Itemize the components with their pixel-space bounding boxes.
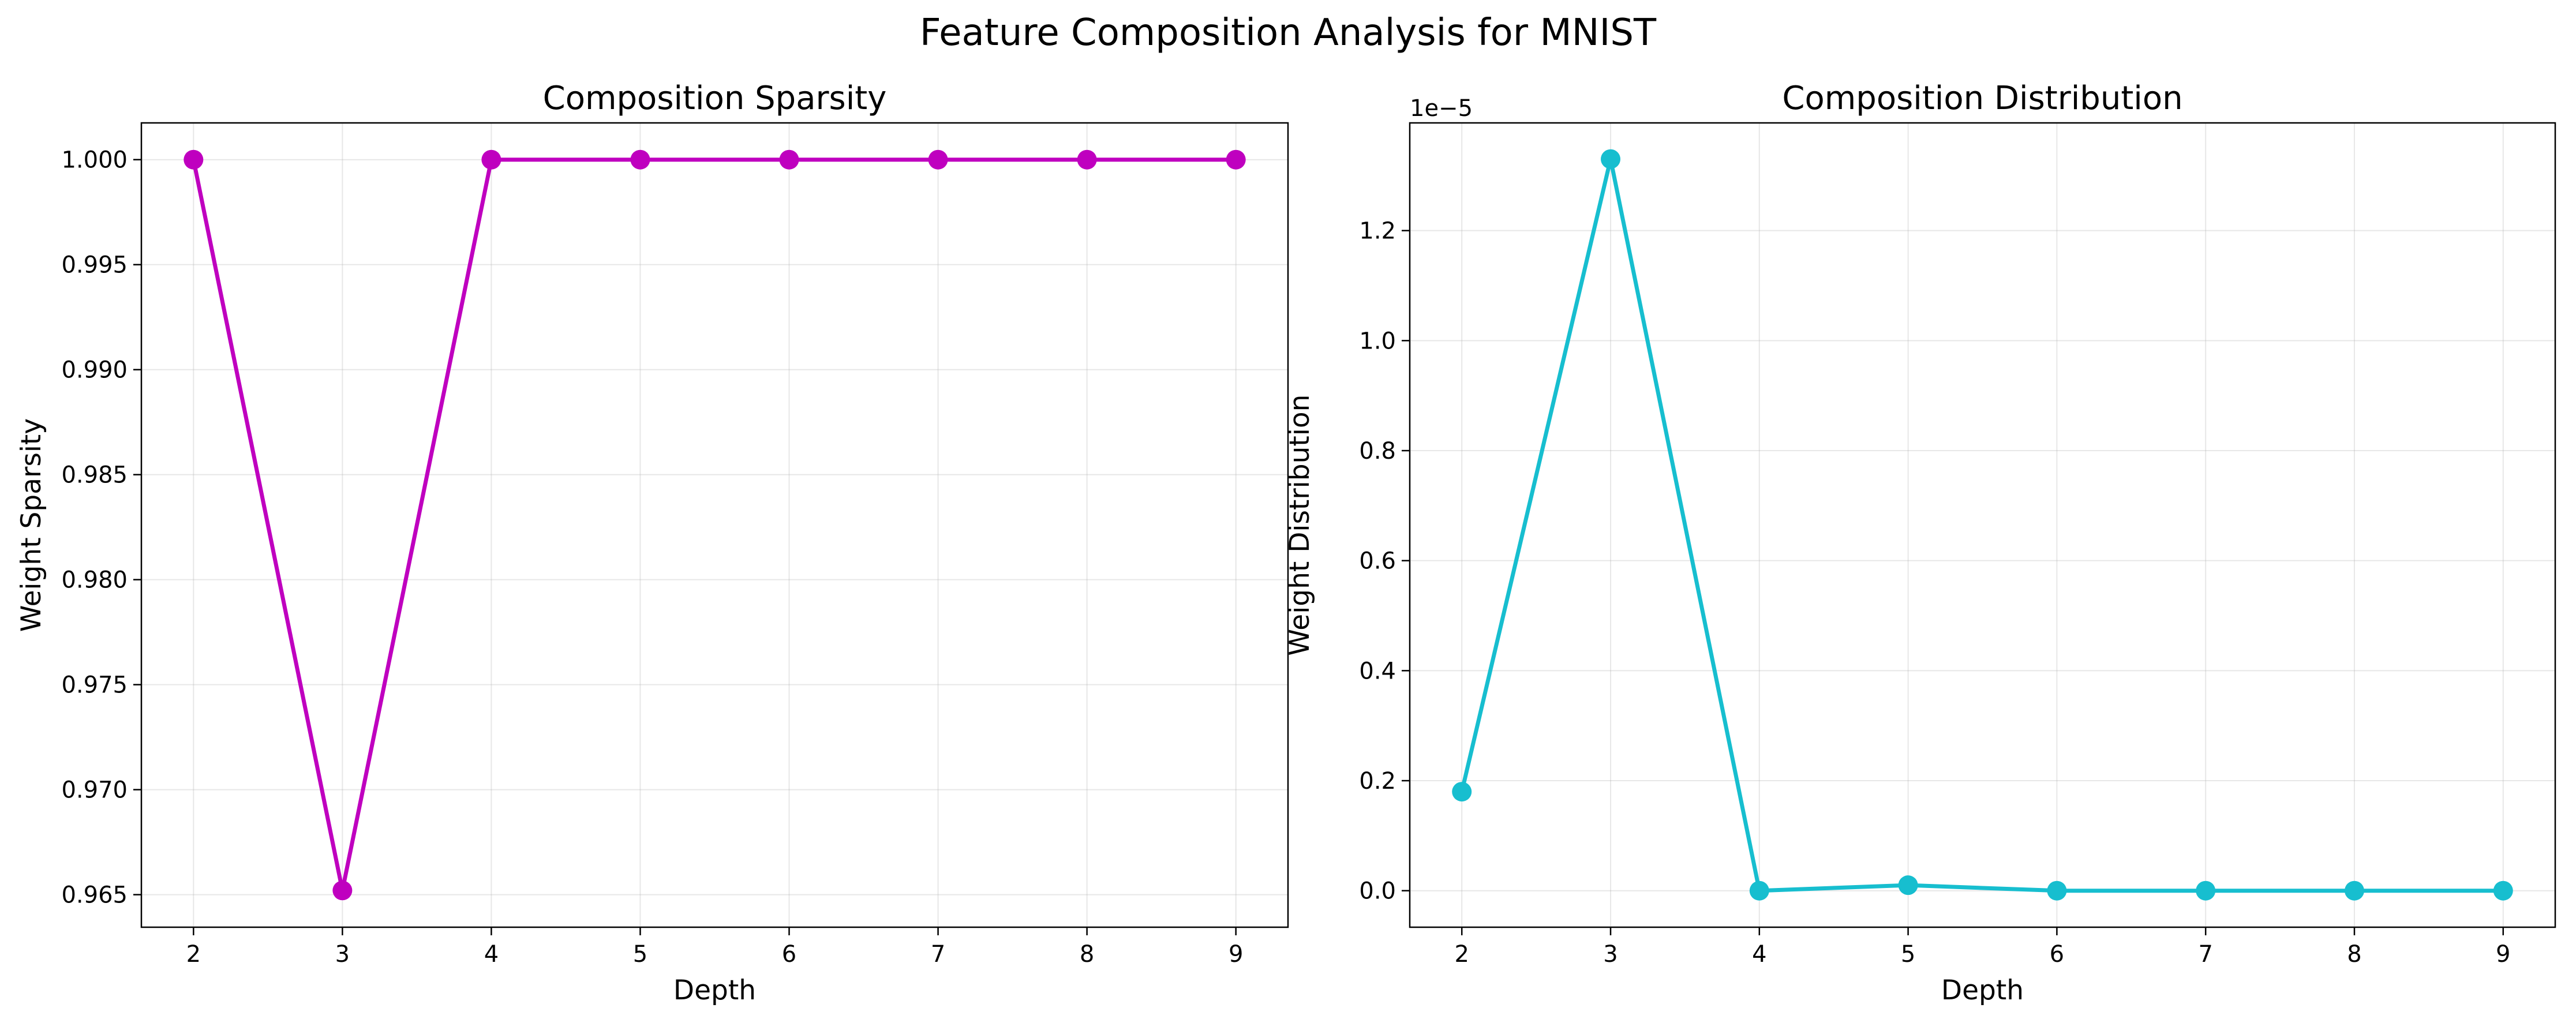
x-tick-label: 6: [2050, 941, 2064, 968]
y-tick-label: 0.0: [1359, 878, 1396, 905]
y-offset-label: 1e−5: [1410, 95, 1473, 122]
x-tick-label: 2: [1455, 941, 1469, 968]
data-point: [1226, 150, 1246, 170]
data-point: [630, 150, 650, 170]
x-tick-label: 8: [1080, 941, 1094, 968]
figure-title: Feature Composition Analysis for MNIST: [920, 12, 1657, 54]
y-tick-label: 0.970: [61, 777, 128, 804]
y-tick-label: 1.0: [1359, 328, 1396, 354]
data-point: [928, 150, 948, 170]
axes-frame: [1410, 123, 2555, 927]
y-axis-label: Weight Distribution: [1284, 395, 1316, 656]
x-tick-label: 9: [2496, 941, 2510, 968]
data-point: [2047, 881, 2066, 901]
y-axis-label: Weight Sparsity: [16, 418, 47, 632]
x-tick-label: 6: [782, 941, 796, 968]
axes-title: Composition Distribution: [1782, 80, 2182, 117]
y-tick-label: 0.2: [1359, 768, 1396, 795]
x-axis-label: Depth: [1941, 975, 2024, 1006]
data-point: [2493, 881, 2513, 901]
data-point: [780, 150, 799, 170]
sparsity-panel: 2 3 4 5 6 7 8 9 0.965 0.970 0.975 0.980 0.985 0.990 0.…: [16, 80, 1288, 1006]
data-point: [184, 150, 203, 170]
data-point: [1601, 149, 1620, 169]
y-tick-label: 0.8: [1359, 438, 1396, 464]
data-point: [1452, 782, 1472, 801]
y-tick-label: 1.2: [1359, 218, 1396, 245]
data-point: [332, 880, 352, 900]
distribution-panel: 2 3 4 5 6 7 8 9 0.0 0.2 0.4 0.6 0.8 1.0 1.2 Composition…: [1284, 80, 2555, 1006]
data-point: [1750, 881, 1769, 901]
y-tick-label: 0.995: [61, 252, 128, 279]
y-tick-label: 0.4: [1359, 658, 1396, 684]
x-tick-label: 2: [186, 941, 201, 968]
x-tick-label: 8: [2347, 941, 2361, 968]
x-tick-label: 3: [1603, 941, 1618, 968]
x-tick-label: 5: [1901, 941, 1915, 968]
y-tick-label: 0.975: [61, 672, 128, 699]
x-tick-label: 4: [1752, 941, 1766, 968]
y-tick-label: 0.6: [1359, 548, 1396, 575]
y-tick-label: 0.990: [61, 357, 128, 384]
data-point: [2345, 881, 2364, 901]
x-tick-label: 3: [335, 941, 350, 968]
x-tick-label: 9: [1229, 941, 1243, 968]
series-line: [193, 160, 1235, 891]
data-point: [1077, 150, 1097, 170]
data-point: [2196, 881, 2215, 901]
x-tick-label: 5: [633, 941, 647, 968]
axes-title: Composition Sparsity: [543, 80, 887, 117]
y-tick-label: 1.000: [61, 147, 128, 174]
x-tick-label: 7: [931, 941, 945, 968]
data-point: [481, 150, 501, 170]
x-tick-label: 7: [2198, 941, 2212, 968]
data-point: [1899, 875, 1918, 895]
axes-frame: [141, 123, 1288, 927]
y-tick-label: 0.985: [61, 462, 128, 489]
y-tick-label: 0.965: [61, 882, 128, 909]
y-tick-label: 0.980: [61, 567, 128, 594]
x-tick-label: 4: [484, 941, 499, 968]
x-axis-label: Depth: [673, 975, 756, 1006]
